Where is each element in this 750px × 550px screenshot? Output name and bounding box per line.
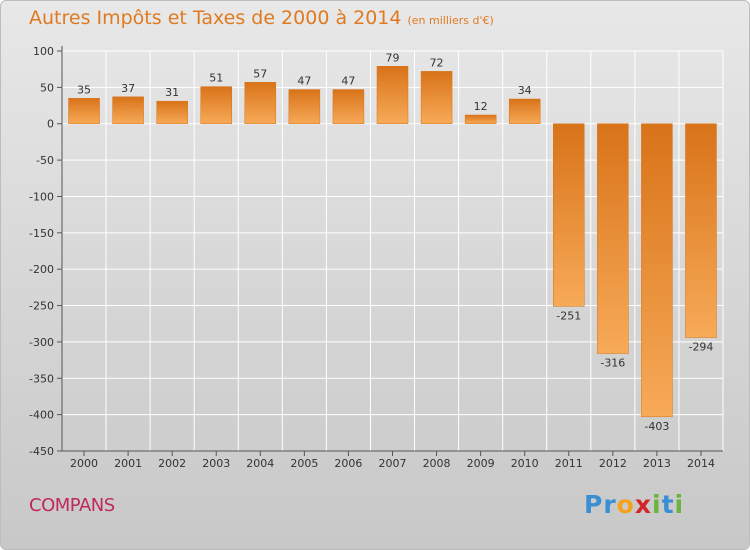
data-label: 47 — [297, 75, 311, 88]
data-label: 51 — [209, 72, 223, 85]
bar — [68, 98, 100, 124]
logo-letter: o — [616, 490, 635, 519]
y-tick-label: -250 — [29, 300, 54, 313]
x-tick-label: 2007 — [379, 457, 407, 470]
data-label: 31 — [165, 86, 179, 99]
data-label: 35 — [77, 83, 91, 96]
y-tick-label: 0 — [47, 118, 54, 131]
data-label: -251 — [556, 309, 581, 322]
data-label: 72 — [430, 56, 444, 69]
bar — [332, 89, 365, 124]
logo-letter: x — [634, 490, 652, 519]
y-tick-label: -100 — [29, 190, 54, 203]
bar — [156, 100, 188, 124]
x-tick-label: 2014 — [687, 457, 715, 470]
data-label: -403 — [644, 420, 669, 433]
bar — [112, 96, 144, 124]
y-tick-label: -350 — [29, 372, 54, 385]
bars — [68, 66, 717, 418]
bar — [288, 89, 321, 124]
logo-letter: P — [584, 490, 604, 519]
chart-title-text: Autres Impôts et Taxes de 2000 à 2014 — [29, 7, 402, 29]
y-tick-label: -200 — [29, 263, 54, 276]
bar — [464, 114, 497, 124]
data-label: 57 — [253, 67, 267, 80]
y-tick-label: 50 — [40, 81, 54, 94]
data-label: -316 — [600, 357, 625, 370]
x-tick-label: 2005 — [290, 457, 318, 470]
bar — [553, 123, 585, 307]
y-tick-label: -300 — [29, 336, 54, 349]
data-label: 79 — [386, 51, 400, 64]
bar — [597, 123, 629, 354]
commune-name: COMPANS — [29, 495, 115, 516]
y-tick-label: -400 — [29, 409, 54, 422]
x-tick-label: 2004 — [246, 457, 274, 470]
x-tick-label: 2006 — [334, 457, 362, 470]
y-tick-label: -450 — [29, 445, 54, 458]
y-tick-label: 100 — [33, 45, 54, 58]
x-tick-label: 2010 — [511, 457, 539, 470]
logo-letter: r — [603, 490, 617, 519]
bar — [376, 66, 409, 124]
x-tick-label: 2008 — [423, 457, 451, 470]
bar — [685, 123, 717, 338]
logo-letter: i — [674, 490, 685, 519]
data-label: 34 — [518, 84, 532, 97]
data-label: 37 — [121, 82, 135, 95]
proxiti-logo: Proxiti — [584, 490, 684, 519]
x-tick-label: 2012 — [599, 457, 627, 470]
data-label: 47 — [341, 75, 355, 88]
x-tick-label: 2009 — [467, 457, 495, 470]
x-tick-label: 2001 — [114, 457, 142, 470]
x-tick-label: 2002 — [158, 457, 186, 470]
data-label: -294 — [688, 341, 713, 354]
axes: 100 50 0 -50 -100 -150 -200 -250 -300 -350 -400 -45… — [29, 45, 723, 470]
logo-letter: i — [652, 490, 662, 519]
chart-unit: (en milliers d'€) — [407, 14, 494, 27]
bar — [508, 98, 541, 124]
x-tick-label: 2000 — [70, 457, 98, 470]
data-label: 12 — [474, 100, 488, 113]
x-tick-label: 2003 — [202, 457, 230, 470]
y-tick-label: -150 — [29, 227, 54, 240]
bar — [244, 82, 277, 124]
bar — [200, 86, 232, 124]
chart-title: Autres Impôts et Taxes de 2000 à 2014 (en… — [29, 7, 494, 29]
bar — [641, 123, 673, 418]
bar — [420, 71, 453, 124]
y-tick-label: -50 — [36, 154, 54, 167]
x-tick-label: 2013 — [643, 457, 671, 470]
logo-letter: t — [661, 490, 675, 519]
data-labels: 35 37 31 51 57 47 47 79 72 12 34 -251 -316 -403 -294 — [77, 51, 713, 433]
x-tick-label: 2011 — [555, 457, 583, 470]
